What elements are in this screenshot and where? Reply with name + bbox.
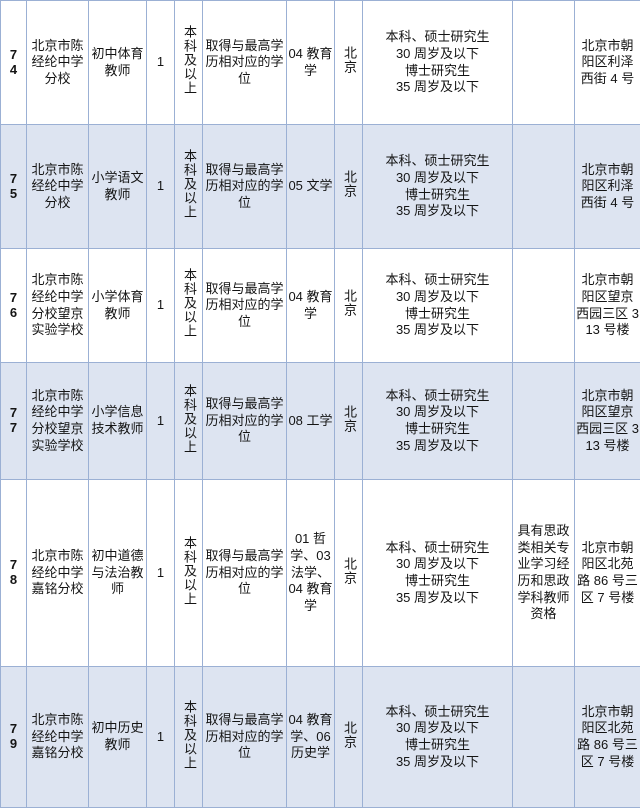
cell-note bbox=[513, 125, 575, 249]
row-index-stacked: 7 9 bbox=[2, 722, 25, 751]
location-vertical-text: 北京 bbox=[341, 405, 356, 433]
cell-post: 初中道德与法治教师 bbox=[89, 480, 147, 667]
cell-major: 05 文学 bbox=[287, 125, 335, 249]
cell-note: 具有思政类相关专业学习经历和思政学科教师资格 bbox=[513, 480, 575, 667]
education-vertical-text: 本科及以上 bbox=[181, 149, 196, 219]
cell-age-requirement: 本科、硕士研究生 30 周岁及以下 博士研究生 35 周岁及以下 bbox=[363, 480, 513, 667]
location-vertical-text: 北京 bbox=[341, 46, 356, 74]
cell-degree: 取得与最高学历相对应的学位 bbox=[203, 125, 287, 249]
cell-education: 本科及以上 bbox=[175, 249, 203, 363]
location-vertical-text: 北京 bbox=[341, 289, 356, 317]
cell-location: 北京 bbox=[335, 480, 363, 667]
cell-address: 北京市朝阳区望京西园三区 313 号楼 bbox=[575, 363, 640, 480]
table-row: 7 6 北京市陈经纶中学分校望京实验学校 小学体育教师 1 本科及以上 取得与最… bbox=[1, 249, 640, 363]
cell-post: 初中历史教师 bbox=[89, 667, 147, 808]
cell-unit: 北京市陈经纶中学嘉铭分校 bbox=[27, 480, 89, 667]
education-vertical-text: 本科及以上 bbox=[181, 700, 196, 770]
table-row: 7 7 北京市陈经纶中学分校望京实验学校 小学信息技术教师 1 本科及以上 取得… bbox=[1, 363, 640, 480]
cell-count: 1 bbox=[147, 125, 175, 249]
cell-address: 北京市朝阳区利泽西街 4 号 bbox=[575, 1, 640, 125]
cell-degree: 取得与最高学历相对应的学位 bbox=[203, 480, 287, 667]
cell-education: 本科及以上 bbox=[175, 1, 203, 125]
cell-unit: 北京市陈经纶中学分校望京实验学校 bbox=[27, 249, 89, 363]
cell-index: 7 8 bbox=[1, 480, 27, 667]
cell-major: 01 哲学、03 法学、04 教育学 bbox=[287, 480, 335, 667]
row-index-stacked: 7 4 bbox=[2, 48, 25, 77]
cell-age-requirement: 本科、硕士研究生 30 周岁及以下 博士研究生 35 周岁及以下 bbox=[363, 363, 513, 480]
cell-note bbox=[513, 1, 575, 125]
cell-post: 小学语文教师 bbox=[89, 125, 147, 249]
cell-age-requirement: 本科、硕士研究生 30 周岁及以下 博士研究生 35 周岁及以下 bbox=[363, 125, 513, 249]
cell-age-requirement: 本科、硕士研究生 30 周岁及以下 博士研究生 35 周岁及以下 bbox=[363, 249, 513, 363]
cell-education: 本科及以上 bbox=[175, 480, 203, 667]
cell-location: 北京 bbox=[335, 249, 363, 363]
table-row: 7 8 北京市陈经纶中学嘉铭分校 初中道德与法治教师 1 本科及以上 取得与最高… bbox=[1, 480, 640, 667]
table-row: 7 4 北京市陈经纶中学分校 初中体育教师 1 本科及以上 取得与最高学历相对应… bbox=[1, 1, 640, 125]
education-vertical-text: 本科及以上 bbox=[181, 268, 196, 338]
cell-major: 04 教育学、06 历史学 bbox=[287, 667, 335, 808]
education-vertical-text: 本科及以上 bbox=[181, 384, 196, 454]
location-vertical-text: 北京 bbox=[341, 170, 356, 198]
education-vertical-text: 本科及以上 bbox=[181, 25, 196, 95]
row-index-stacked: 7 8 bbox=[2, 558, 25, 587]
row-index-stacked: 7 6 bbox=[2, 291, 25, 320]
cell-index: 7 9 bbox=[1, 667, 27, 808]
cell-unit: 北京市陈经纶中学嘉铭分校 bbox=[27, 667, 89, 808]
cell-unit: 北京市陈经纶中学分校 bbox=[27, 1, 89, 125]
location-vertical-text: 北京 bbox=[341, 721, 356, 749]
cell-degree: 取得与最高学历相对应的学位 bbox=[203, 1, 287, 125]
cell-note bbox=[513, 667, 575, 808]
cell-degree: 取得与最高学历相对应的学位 bbox=[203, 363, 287, 480]
cell-note bbox=[513, 249, 575, 363]
cell-location: 北京 bbox=[335, 667, 363, 808]
cell-unit: 北京市陈经纶中学分校望京实验学校 bbox=[27, 363, 89, 480]
cell-unit: 北京市陈经纶中学分校 bbox=[27, 125, 89, 249]
cell-post: 小学体育教师 bbox=[89, 249, 147, 363]
cell-major: 08 工学 bbox=[287, 363, 335, 480]
cell-major: 04 教育学 bbox=[287, 249, 335, 363]
cell-location: 北京 bbox=[335, 363, 363, 480]
cell-index: 7 6 bbox=[1, 249, 27, 363]
cell-education: 本科及以上 bbox=[175, 125, 203, 249]
cell-count: 1 bbox=[147, 363, 175, 480]
cell-index: 7 7 bbox=[1, 363, 27, 480]
cell-count: 1 bbox=[147, 667, 175, 808]
cell-count: 1 bbox=[147, 249, 175, 363]
cell-major: 04 教育学 bbox=[287, 1, 335, 125]
cell-index: 7 4 bbox=[1, 1, 27, 125]
cell-location: 北京 bbox=[335, 125, 363, 249]
cell-address: 北京市朝阳区利泽西街 4 号 bbox=[575, 125, 640, 249]
cell-address: 北京市朝阳区望京西园三区 313 号楼 bbox=[575, 249, 640, 363]
cell-post: 初中体育教师 bbox=[89, 1, 147, 125]
cell-count: 1 bbox=[147, 1, 175, 125]
row-index-stacked: 7 7 bbox=[2, 406, 25, 435]
cell-degree: 取得与最高学历相对应的学位 bbox=[203, 249, 287, 363]
cell-index: 7 5 bbox=[1, 125, 27, 249]
row-index-stacked: 7 5 bbox=[2, 172, 25, 201]
cell-education: 本科及以上 bbox=[175, 667, 203, 808]
cell-count: 1 bbox=[147, 480, 175, 667]
education-vertical-text: 本科及以上 bbox=[181, 536, 196, 606]
table-row: 7 9 北京市陈经纶中学嘉铭分校 初中历史教师 1 本科及以上 取得与最高学历相… bbox=[1, 667, 640, 808]
cell-address: 北京市朝阳区北苑路 86 号三区 7 号楼 bbox=[575, 667, 640, 808]
table-row: 7 5 北京市陈经纶中学分校 小学语文教师 1 本科及以上 取得与最高学历相对应… bbox=[1, 125, 640, 249]
cell-age-requirement: 本科、硕士研究生 30 周岁及以下 博士研究生 35 周岁及以下 bbox=[363, 667, 513, 808]
cell-post: 小学信息技术教师 bbox=[89, 363, 147, 480]
cell-age-requirement: 本科、硕士研究生 30 周岁及以下 博士研究生 35 周岁及以下 bbox=[363, 1, 513, 125]
cell-address: 北京市朝阳区北苑路 86 号三区 7 号楼 bbox=[575, 480, 640, 667]
cell-education: 本科及以上 bbox=[175, 363, 203, 480]
cell-note bbox=[513, 363, 575, 480]
cell-location: 北京 bbox=[335, 1, 363, 125]
location-vertical-text: 北京 bbox=[341, 557, 356, 585]
cell-degree: 取得与最高学历相对应的学位 bbox=[203, 667, 287, 808]
